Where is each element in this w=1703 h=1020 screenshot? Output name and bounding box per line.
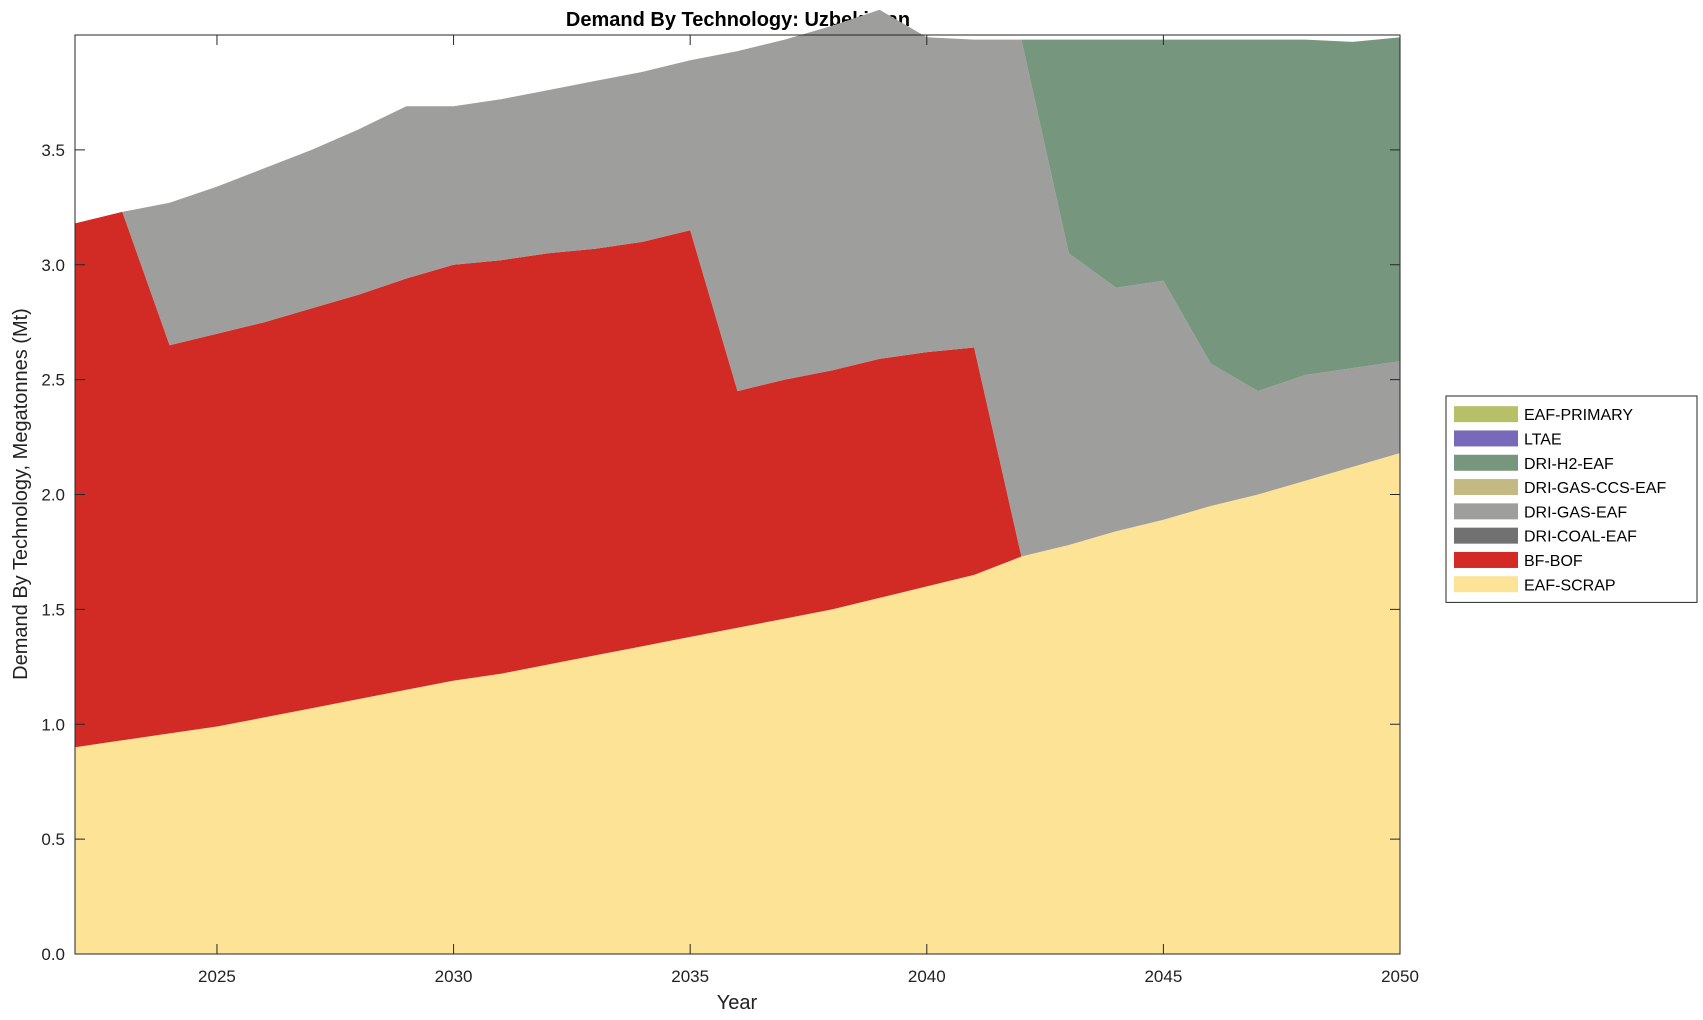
legend-label-eaf-scrap: EAF-SCRAP — [1524, 577, 1616, 594]
legend-swatch-dri-gas-ccs-eaf — [1454, 479, 1518, 496]
area-dri-h2-eaf — [75, 9, 1400, 392]
area-bf-bof — [75, 211, 1400, 748]
x-axis-title: Year — [717, 992, 758, 1014]
y-tick-label: 2.0 — [41, 486, 65, 505]
area-eaf-scrap — [75, 453, 1400, 954]
x-tick-label: 2025 — [198, 967, 236, 986]
x-tick-label: 2045 — [1144, 967, 1182, 986]
x-tick-label: 2030 — [435, 967, 473, 986]
area-layers — [75, 9, 1400, 954]
legend-label-bf-bof: BF-BOF — [1524, 553, 1583, 570]
legend-label-dri-coal-eaf: DRI-COAL-EAF — [1524, 529, 1637, 546]
y-axis-title: Demand By Technology, Megatonnes (Mt) — [10, 308, 32, 680]
legend-label-ltae: LTAE — [1524, 431, 1562, 448]
legend-swatch-bf-bof — [1454, 551, 1518, 568]
legend-swatch-dri-h2-eaf — [1454, 454, 1518, 471]
y-tick-label: 3.0 — [41, 256, 65, 275]
y-tick-label: 0.5 — [41, 830, 65, 849]
legend-swatch-ltae — [1454, 430, 1518, 447]
legend-label-eaf-primary: EAF-PRIMARY — [1524, 407, 1633, 424]
legend-box — [1445, 395, 1698, 603]
legend-label-dri-h2-eaf: DRI-H2-EAF — [1524, 456, 1614, 473]
x-tick-label: 2035 — [671, 967, 709, 986]
legend-swatch-dri-gas-eaf — [1454, 503, 1518, 520]
chart-title: Demand By Technology: Uzbekistan — [566, 9, 910, 31]
area-dri-gas-eaf — [75, 9, 1400, 557]
legend-label-dri-gas-eaf: DRI-GAS-EAF — [1524, 504, 1627, 521]
x-tick-label: 2040 — [908, 967, 946, 986]
y-axis-ticks: 0.0 0.5 1.0 1.5 2.0 2.5 3.0 3.5 — [41, 141, 1400, 964]
x-tick-label: 2050 — [1381, 967, 1419, 986]
legend-swatch-eaf-scrap — [1454, 576, 1518, 593]
y-tick-label: 0.0 — [41, 945, 65, 964]
legend-label-dri-gas-ccs-eaf: DRI-GAS-CCS-EAF — [1524, 480, 1666, 497]
legend: EAF-PRIMARY LTAE DRI-H2-EAF DRI-GAS-CCS-EAF… — [1445, 395, 1698, 603]
y-tick-label: 1.0 — [41, 715, 65, 734]
y-tick-label: 3.5 — [41, 141, 65, 160]
x-axis-ticks: 2025 2030 2035 2040 2045 2050 — [198, 35, 1419, 986]
legend-swatch-dri-coal-eaf — [1454, 527, 1518, 544]
y-tick-label: 2.5 — [41, 371, 65, 390]
legend-swatch-eaf-primary — [1454, 406, 1518, 423]
y-tick-label: 1.5 — [41, 600, 65, 619]
